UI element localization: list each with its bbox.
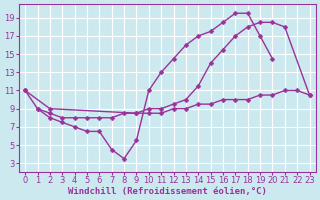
- X-axis label: Windchill (Refroidissement éolien,°C): Windchill (Refroidissement éolien,°C): [68, 187, 267, 196]
